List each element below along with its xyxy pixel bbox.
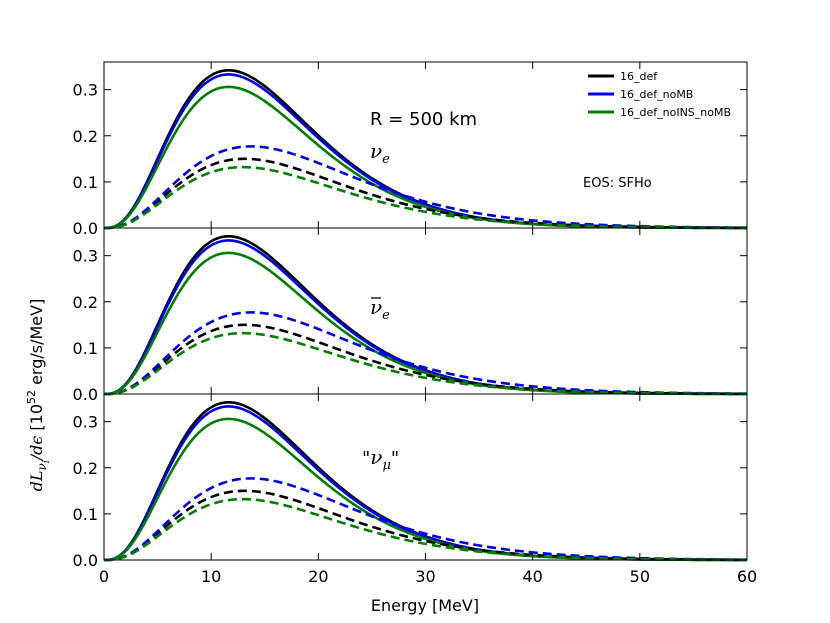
series-16_def_noMB-dashed-p3 [103, 477, 748, 562]
y-tick-label: 0.1 [73, 339, 98, 358]
x-tick-label: 30 [415, 567, 435, 586]
series-16_def-dashed-p1 [103, 157, 748, 230]
y-tick-label: 0.0 [73, 385, 98, 404]
y-tick-label: 0.3 [73, 81, 98, 100]
radius-annotation: R = 500 km [370, 109, 477, 130]
legend: 16_def 16_def_noMB 16_def_noINS_noMB [588, 70, 731, 119]
series-16_def-dashed-p2 [103, 323, 748, 396]
series-16_def_noINS_noMB-dashed-p1 [103, 165, 748, 230]
y-tick-label: 0.0 [73, 551, 98, 570]
x-axis-title: Energy [MeV] [371, 596, 479, 615]
x-tick-label: 20 [308, 567, 328, 586]
y-tick-label: 0.2 [73, 293, 98, 312]
panel-2: 0.0 0.1 0.2 0.3 [73, 227, 748, 404]
panels: 0.0 0.1 0.2 0.3 0.0 0.1 0.2 0.3 0.0 0.1 0.2 0.3 0 10 2… [73, 61, 757, 586]
y-axis-title: dLνi/dϵ [1052 erg/s/MeV] [25, 299, 52, 492]
series-16_def_noINS_noMB-solid-p2 [103, 251, 748, 396]
y-tick-label: 0.0 [73, 219, 98, 238]
series-16_def_noMB-dashed-p1 [103, 145, 748, 230]
legend-label-16_def_noINS_noMB: 16_def_noINS_noMB [620, 106, 731, 119]
legend-label-16_def_noMB: 16_def_noMB [620, 88, 693, 101]
y-tick-label: 0.2 [73, 127, 98, 146]
x-tick-label: 40 [522, 567, 542, 586]
x-tick-label: 0 [99, 567, 109, 586]
y-tick-label: 0.1 [73, 505, 98, 524]
legend-label-16_def: 16_def [620, 70, 658, 83]
y-tick-label: 0.2 [73, 459, 98, 478]
y-tick-label: 0.3 [73, 413, 98, 432]
series-16_def_noINS_noMB-solid-p3 [103, 417, 748, 562]
panel-3: 0.0 0.1 0.2 0.3 0 10 20 30 40 50 60 [73, 393, 757, 586]
series-16_def-dashed-p3 [103, 489, 748, 562]
series-16_def_noINS_noMB-dashed-p2 [103, 331, 748, 396]
panel-label-1: νe [370, 139, 390, 167]
series-16_def_noMB-dashed-p2 [103, 311, 748, 396]
panel-label-2: νe [370, 295, 390, 323]
x-tick-label: 60 [737, 567, 757, 586]
panel-label-3: "νμ" [362, 445, 399, 473]
x-tick-label: 10 [201, 567, 221, 586]
panel-1: 0.0 0.1 0.2 0.3 [73, 61, 748, 238]
y-tick-label: 0.3 [73, 247, 98, 266]
panel-labels: νe νe "νμ" [362, 139, 399, 473]
y-tick-label: 0.1 [73, 173, 98, 192]
eos-annotation: EOS: SFHo [583, 176, 652, 191]
x-tick-label: 50 [630, 567, 650, 586]
series-16_def_noINS_noMB-dashed-p3 [103, 497, 748, 562]
